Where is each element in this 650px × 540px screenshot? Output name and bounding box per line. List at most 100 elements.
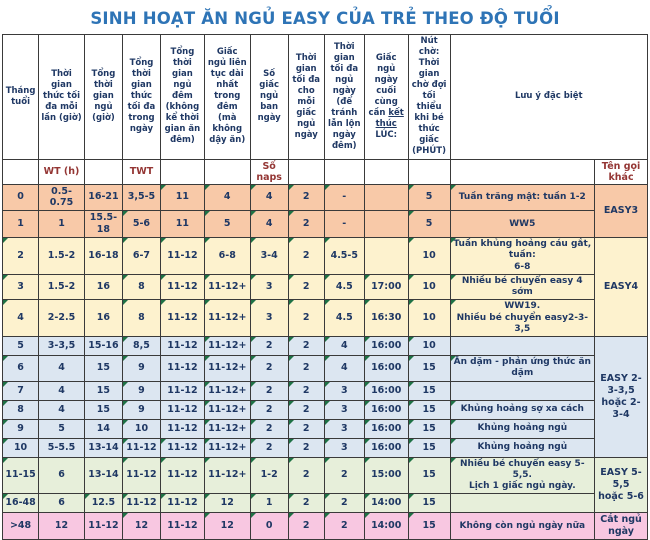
comment-marker-icon	[251, 337, 256, 343]
month-cell: 1	[1, 210, 40, 239]
value-cell: 13-14	[83, 437, 123, 458]
month-cell: 6	[1, 355, 40, 382]
cell-text: 16:00	[371, 384, 402, 396]
comment-marker-icon	[3, 494, 8, 500]
month-cell: 7	[1, 380, 40, 401]
cell-text: 3	[340, 441, 348, 453]
cell-text: 5	[425, 218, 433, 230]
table-row: 2 1.5-2 16-18 6-7 11-12 6-8 3-4 2 4.5-5 10 Tuần kh…	[1, 237, 648, 338]
value-cell: 1-2	[249, 456, 289, 495]
value-cell: 15	[407, 512, 451, 540]
value-cell: 11-12	[159, 399, 205, 420]
comment-marker-icon	[365, 401, 370, 406]
cell-text: Khủng hoảng sợ xa cách	[460, 403, 584, 414]
note-cell: Khủng hoảng ngủ	[449, 418, 596, 439]
cell-text: 1	[17, 218, 24, 230]
comment-marker-icon	[205, 382, 210, 387]
cell-text: 15	[422, 362, 436, 374]
cell-text: 0.5-0.75	[49, 185, 74, 209]
comment-marker-icon	[289, 458, 294, 463]
cell-text: 5-6	[132, 218, 151, 230]
cell-text: 11-12	[167, 469, 198, 481]
cell-text: 16	[96, 281, 111, 293]
value-cell: 17:00	[363, 273, 409, 301]
cell-text: 11-12	[167, 441, 198, 453]
note-cell: Tuần trăng mật: tuần 1-2	[449, 183, 596, 212]
comment-marker-icon	[3, 300, 8, 306]
value-cell: 3	[249, 299, 289, 338]
comment-marker-icon	[409, 211, 414, 217]
comment-marker-icon	[205, 494, 210, 500]
cell-text: 4	[265, 191, 273, 203]
value-cell: 10	[407, 273, 451, 301]
subheader-row: WT (h) TWT Số naps Tên gọi khác	[1, 158, 648, 185]
value-cell: 15.5-18	[83, 210, 123, 239]
cell-text: 16-21	[88, 191, 119, 203]
cell-text: Tuần khủng hoảng cáu gắt, tuần: 6-8	[453, 239, 592, 272]
cell-text: 5	[223, 218, 231, 230]
cell-text: 2	[302, 312, 310, 324]
value-cell: 5	[407, 210, 451, 239]
group-cell: EASY4	[594, 237, 648, 338]
subheader-cell: Số naps	[249, 158, 289, 185]
cell-text: 11-15	[5, 469, 36, 481]
comment-marker-icon	[205, 513, 210, 519]
cell-text: 9	[17, 422, 24, 434]
header-age-months: Tháng tuổi	[1, 34, 40, 160]
comment-marker-icon	[205, 337, 210, 343]
cell-text: 11-12	[167, 281, 198, 293]
value-cell: 15	[407, 456, 451, 495]
cell-text: 3	[17, 281, 24, 293]
value-cell: 15	[407, 399, 451, 420]
cell-text: 16-18	[88, 249, 119, 261]
subheader-cell	[203, 158, 251, 185]
comment-marker-icon	[451, 458, 456, 463]
cell-text: 0	[17, 191, 24, 203]
value-cell: 2	[249, 355, 289, 382]
note-cell: Khủng hoảng sợ xa cách	[449, 399, 596, 420]
comment-marker-icon	[161, 439, 166, 444]
comment-marker-icon	[325, 275, 330, 280]
comment-marker-icon	[123, 439, 128, 444]
value-cell: 4.5	[323, 299, 365, 338]
subheader-cell: Tên gọi khác	[594, 158, 648, 185]
comment-marker-icon	[161, 238, 166, 244]
value-cell: 16:00	[363, 437, 409, 458]
cell-text: Khủng hoảng ngủ	[477, 441, 568, 452]
cell-text: 13-14	[88, 469, 119, 481]
value-cell: 2	[287, 183, 325, 212]
comment-marker-icon	[161, 300, 166, 306]
comment-marker-icon	[365, 337, 370, 343]
value-cell: 11-12	[159, 237, 205, 275]
value-cell: 14:00	[363, 493, 409, 514]
cell-text: 4	[223, 191, 231, 203]
month-cell: 11-15	[1, 456, 40, 495]
header-total-wake-per-day: Tổng thời gian thức tối đa trong ngày	[121, 34, 161, 160]
comment-marker-icon	[251, 458, 256, 463]
comment-marker-icon	[451, 356, 456, 362]
cell-text: 2	[17, 249, 24, 261]
cell-text: 11	[175, 218, 190, 230]
comment-marker-icon	[251, 275, 256, 280]
cell-text: Nhiều bé chuyển easy 5-5,5. Lịch 1 giấc …	[460, 458, 585, 492]
value-cell: 11-12+	[203, 437, 251, 458]
value-cell: 11	[159, 183, 205, 212]
comment-marker-icon	[409, 382, 414, 387]
cell-text: 4.5-5	[330, 249, 358, 261]
cell-text: 11-12	[126, 469, 157, 481]
cell-text: 15	[422, 469, 436, 481]
comment-marker-icon	[123, 420, 128, 425]
header-longest-night-stretch: Giấc ngủ liên tục dài nhất trong đêm (mà…	[203, 34, 251, 160]
note-cell	[449, 336, 596, 357]
value-cell: 6-8	[203, 237, 251, 275]
value-cell: 8	[121, 299, 161, 338]
cell-text: 15	[96, 362, 111, 374]
comment-marker-icon	[289, 382, 294, 387]
value-cell: 2	[287, 437, 325, 458]
value-cell: 2	[249, 380, 289, 401]
cell-text: 3-4	[260, 249, 278, 261]
value-cell: 11-12+	[203, 418, 251, 439]
month-cell: 2	[1, 237, 40, 275]
value-cell: 5-6	[121, 210, 161, 239]
comment-marker-icon	[365, 513, 370, 519]
